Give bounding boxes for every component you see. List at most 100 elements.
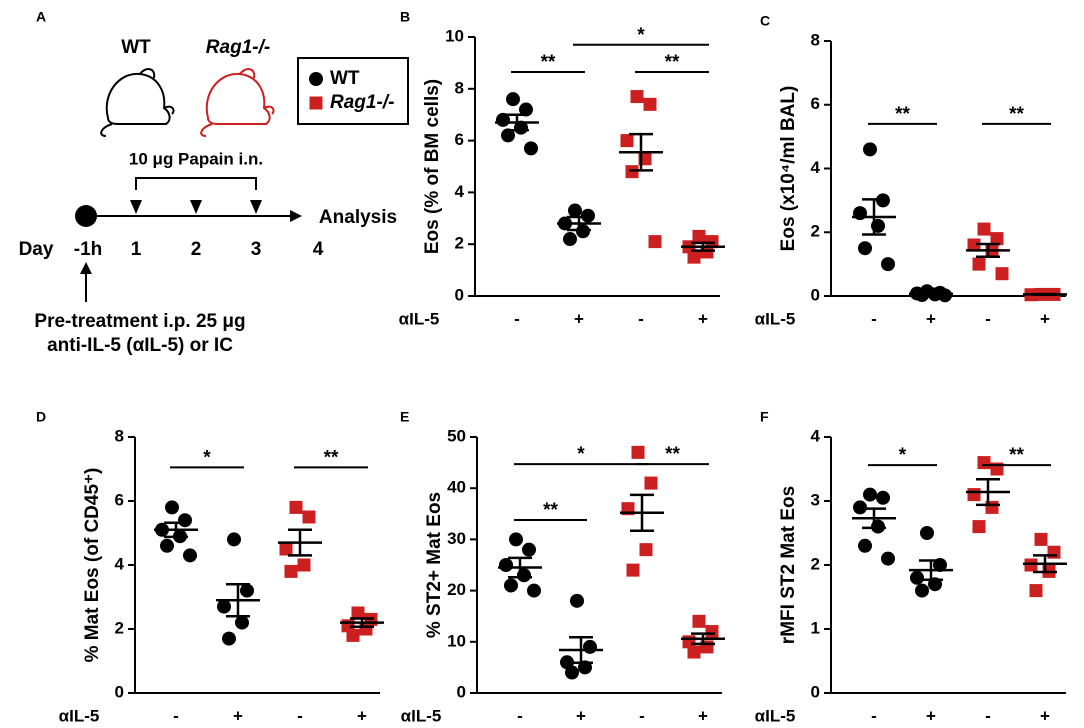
sem-bar: [862, 198, 886, 236]
x-tick-label: +: [698, 706, 708, 725]
mouse-icon: [100, 68, 175, 137]
data-point: [858, 241, 872, 256]
x-tick-label: -: [297, 706, 303, 725]
y-tick-label: 10: [445, 26, 464, 45]
y-tick-label: 6: [811, 94, 820, 113]
y-tick-label: 2: [811, 222, 820, 241]
significance-label: **: [541, 52, 556, 73]
data-point: [563, 232, 577, 247]
data-point: [967, 238, 981, 252]
y-tick-label: 4: [115, 554, 125, 573]
significance-label: **: [665, 52, 680, 73]
data-point: [346, 628, 360, 642]
data-point: [570, 593, 584, 608]
sem-bar: [976, 477, 1000, 507]
pretreatment-label: Pre-treatment i.p. 25 μg: [34, 311, 245, 332]
treatment-bracket: [135, 177, 257, 190]
data-point: [297, 558, 311, 572]
y-tick-label: 0: [115, 682, 124, 701]
data-point: [222, 631, 236, 646]
mouse-icon: [200, 68, 275, 137]
data-point: [522, 542, 536, 557]
y-tick-label: 8: [811, 30, 820, 49]
data-point: [692, 614, 706, 628]
panel-letter: E: [400, 409, 409, 425]
data-point: [631, 445, 645, 459]
x-tick-label: -: [638, 309, 644, 328]
legend-marker: [309, 72, 323, 86]
data-point: [183, 548, 197, 563]
y-tick-label: 30: [447, 529, 466, 548]
data-point: [620, 134, 634, 148]
data-point: [178, 513, 192, 528]
data-point: [499, 558, 513, 572]
data-point: [217, 599, 231, 614]
data-point: [705, 625, 719, 639]
data-point: [977, 222, 991, 236]
data-point: [565, 665, 579, 680]
row-label: αIL-5: [755, 706, 796, 725]
y-tick-label: 0: [811, 285, 820, 304]
end-label: Analysis: [319, 207, 397, 228]
significance-label: **: [895, 104, 910, 125]
day: -1h: [74, 239, 103, 260]
day-label: Day: [19, 239, 54, 260]
legend-box: [297, 57, 409, 125]
x-tick-label: +: [1040, 706, 1050, 725]
y-tick-label: 0: [457, 682, 466, 701]
y-axis-label: % ST2+ Mat Eos: [424, 492, 445, 638]
data-point: [920, 526, 934, 540]
day: 1: [131, 239, 142, 260]
x-tick-label: -: [985, 706, 991, 725]
data-point: [626, 563, 640, 577]
panel-letter: C: [760, 13, 770, 29]
data-point: [1034, 532, 1048, 546]
y-axis-label: % Mat Eos (of CD45⁺): [82, 468, 103, 663]
significance-label: **: [543, 500, 558, 521]
data-point: [568, 203, 582, 218]
row-label: αIL-5: [401, 706, 442, 725]
data-point: [527, 583, 541, 598]
data-point: [977, 456, 991, 470]
x-tick-label: +: [698, 309, 708, 328]
x-tick-label: -: [871, 706, 877, 725]
panel-letter: A: [36, 9, 46, 25]
sem-bar: [629, 132, 653, 172]
data-point: [519, 102, 533, 117]
data-point: [863, 142, 877, 157]
data-point: [967, 488, 981, 502]
x-tick-label: +: [576, 706, 586, 725]
data-point: [240, 583, 254, 598]
x-tick-label: -: [985, 309, 991, 328]
sem-bar: [691, 632, 715, 646]
legend-label: Rag1-/-: [330, 92, 394, 113]
data-point: [351, 606, 365, 620]
y-tick-label: 0: [811, 682, 820, 701]
data-point: [289, 500, 303, 514]
y-tick-label: 50: [447, 426, 466, 445]
x-tick-label: +: [233, 706, 243, 725]
sem-bar: [1033, 554, 1057, 574]
sem-bar: [862, 507, 886, 530]
pretreatment-arrowhead: [80, 262, 92, 274]
significance-label: **: [324, 447, 339, 468]
y-tick-label: 40: [447, 478, 466, 497]
data-point: [863, 487, 877, 502]
data-point: [639, 543, 653, 557]
row-label: αIL-5: [755, 309, 796, 328]
data-point: [165, 500, 179, 515]
significance-label: **: [665, 444, 680, 465]
day: 4: [313, 239, 324, 260]
significance-label: **: [1009, 445, 1024, 466]
y-tick-label: 20: [447, 580, 466, 599]
data-point: [1024, 558, 1038, 572]
y-tick-label: 1: [811, 618, 820, 637]
data-point: [644, 476, 658, 490]
mouse-label: WT: [121, 37, 151, 58]
data-point: [858, 538, 872, 553]
sem-bar: [1033, 292, 1057, 296]
data-point: [881, 551, 895, 566]
panel-a: A WT Rag1-/- WT Rag1-/- 10 μg Papain i.n.…: [19, 9, 409, 356]
significance-label: *: [637, 25, 645, 46]
data-point: [581, 208, 595, 223]
